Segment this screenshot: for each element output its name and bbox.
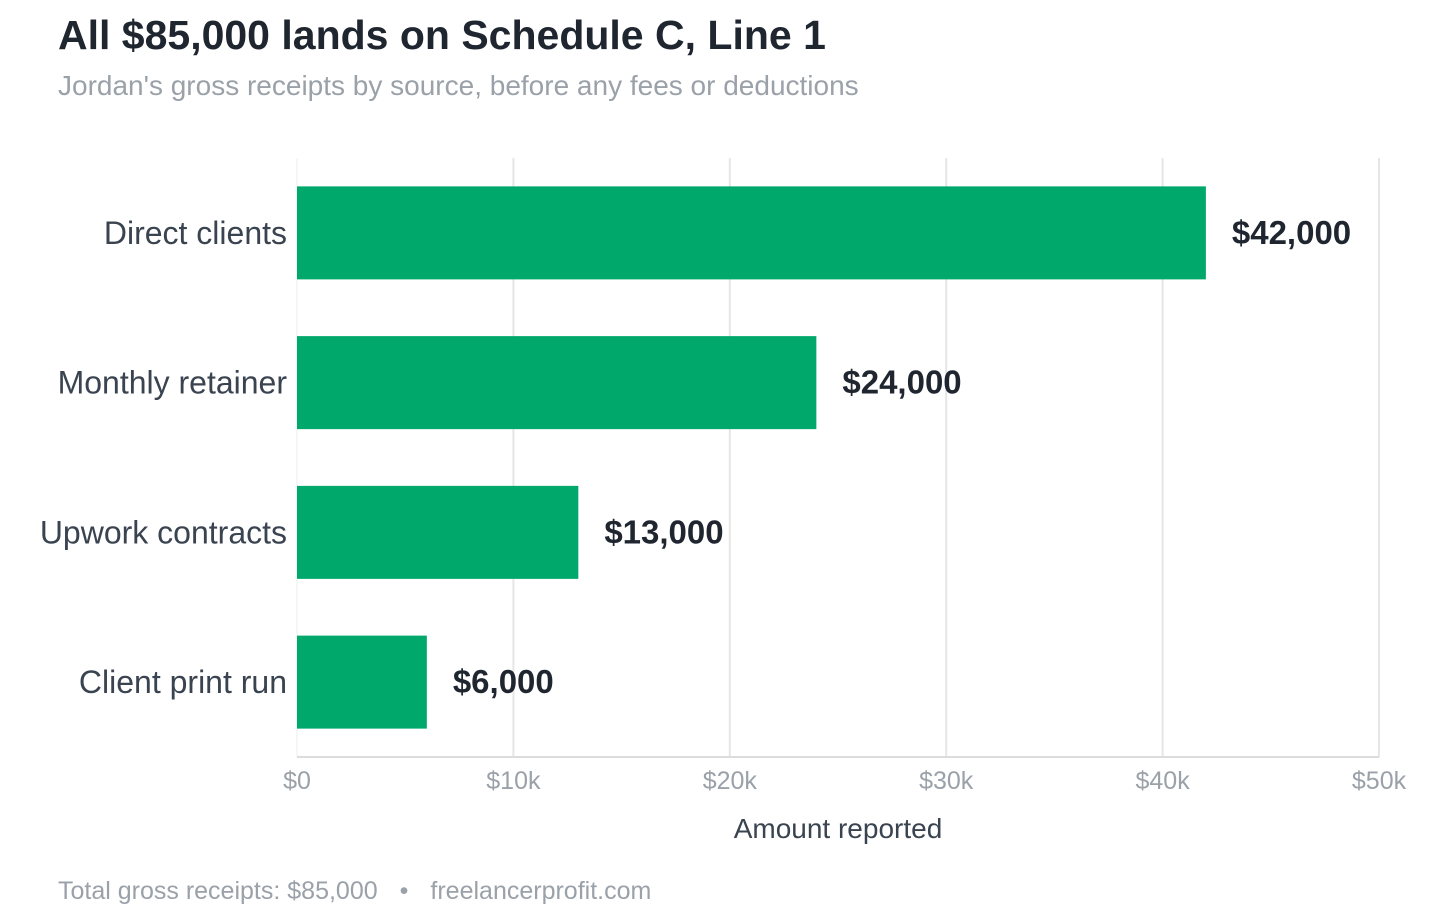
value-label: $6,000 (453, 663, 554, 700)
x-tick-label: $10k (486, 767, 541, 795)
bars (297, 186, 1206, 729)
category-label: Client print run (79, 664, 287, 700)
x-axis-title: Amount reported (734, 813, 943, 844)
bar (297, 485, 579, 579)
category-label: Monthly retainer (58, 365, 288, 401)
chart-footer: Total gross receipts: $85,000 • freelancer… (58, 877, 651, 906)
labels: $0 $10k $20k $30k $40k $50k Direct clients $42,… (40, 214, 1407, 795)
footer-source: freelancerprofit.com (430, 877, 652, 905)
bar (297, 186, 1206, 280)
x-tick-label: $20k (703, 767, 758, 795)
value-label: $24,000 (842, 364, 961, 401)
chart-title: All $85,000 lands on Schedule C, Line 1 (58, 12, 826, 58)
bar (297, 336, 817, 430)
footer-total-note: Total gross receipts: $85,000 (58, 877, 378, 905)
category-label: Direct clients (104, 215, 287, 251)
x-tick-label: $40k (1135, 767, 1190, 795)
chart-subtitle: Jordan's gross receipts by source, befor… (58, 70, 859, 101)
x-tick-label: $30k (919, 767, 974, 795)
x-tick-label: $50k (1352, 767, 1407, 795)
footer-separator: • (399, 877, 409, 905)
bar (297, 635, 427, 729)
value-label: $13,000 (604, 513, 723, 550)
category-label: Upwork contracts (40, 514, 287, 550)
x-tick-label: $0 (283, 767, 311, 795)
value-label: $42,000 (1232, 214, 1351, 251)
